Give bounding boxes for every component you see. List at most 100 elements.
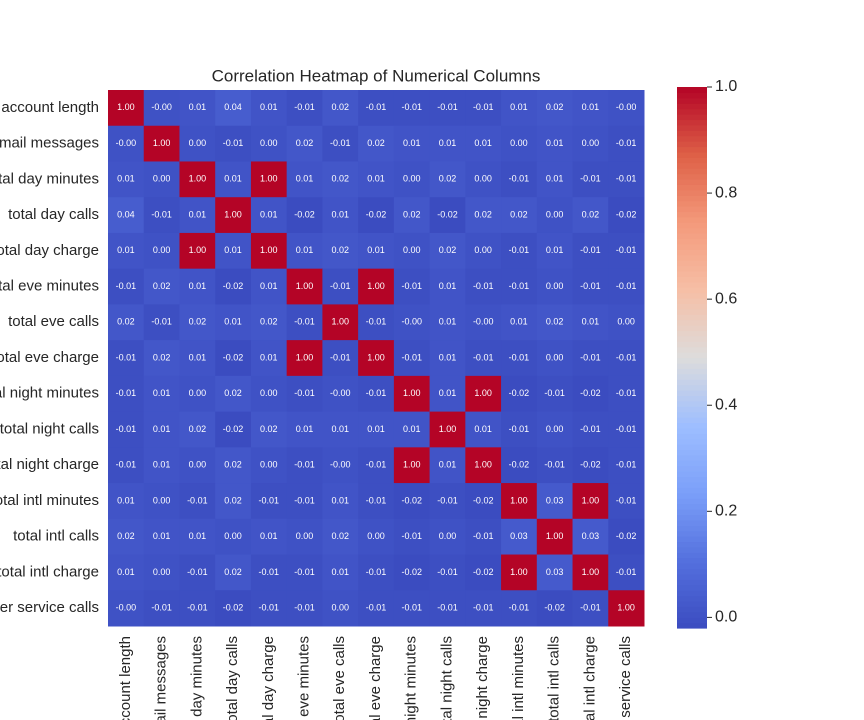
colorbar-segment <box>677 492 707 499</box>
heatmap-cell <box>393 90 431 127</box>
colorbar-segment <box>677 157 707 164</box>
heatmap-cell <box>536 554 574 591</box>
heatmap-cell <box>536 447 574 484</box>
colorbar-segment <box>677 238 707 245</box>
cell-label: -0.01 <box>616 138 637 148</box>
cell-label: 1.00 <box>474 388 492 398</box>
cell-label: -0.01 <box>437 567 458 577</box>
cell-label: 0.02 <box>296 138 314 148</box>
colorbar-segment <box>677 297 707 304</box>
colorbar-segment <box>677 557 707 564</box>
cell-label: -0.01 <box>151 603 172 613</box>
cell-label: 1.00 <box>582 567 600 577</box>
cell-label: 0.00 <box>332 603 350 613</box>
cell-label: 0.01 <box>439 460 457 470</box>
heatmap-cell <box>322 483 359 520</box>
heatmap-cell <box>572 447 609 484</box>
chart-title: Correlation Heatmap of Numerical Columns <box>212 66 541 85</box>
cell-label: -0.01 <box>116 352 137 362</box>
heatmap-cell <box>465 161 502 198</box>
colorbar-segment <box>677 141 707 148</box>
heatmap-cell <box>250 375 288 413</box>
heatmap-cell <box>572 518 609 556</box>
heatmap-cell <box>143 232 180 270</box>
colorbar-segment <box>677 595 707 602</box>
x-tick-label: total night calls <box>438 636 455 720</box>
cell-label: 1.00 <box>439 424 457 434</box>
heatmap-cell <box>358 161 395 198</box>
heatmap-cell <box>465 375 502 413</box>
colorbar-segment <box>677 519 707 526</box>
cell-label: 0.01 <box>439 352 457 362</box>
cell-label: -0.01 <box>151 209 172 219</box>
heatmap-cell <box>572 197 609 234</box>
cell-label: 0.00 <box>403 245 421 255</box>
heatmap-cell <box>322 90 359 127</box>
heatmap-cell <box>501 554 538 591</box>
heatmap-cell <box>501 447 538 484</box>
cell-label: -0.01 <box>330 352 351 362</box>
heatmap-cell <box>286 197 323 234</box>
heatmap-cell <box>465 554 502 591</box>
heatmap-cell <box>108 304 145 341</box>
cell-label: -0.02 <box>223 603 244 613</box>
heatmap-cell <box>358 483 395 520</box>
cell-label: 0.02 <box>510 209 528 219</box>
cell-label: -0.01 <box>401 603 422 613</box>
cell-label: 0.00 <box>189 460 207 470</box>
heatmap-cell <box>393 590 431 627</box>
heatmap-cell <box>608 268 645 305</box>
cell-label: -0.01 <box>544 460 565 470</box>
cell-label: -0.01 <box>259 567 280 577</box>
colorbar-segment <box>677 319 707 326</box>
cell-label: -0.01 <box>187 567 208 577</box>
heatmap-cell <box>143 554 180 591</box>
heatmap-cell <box>286 90 323 127</box>
cell-label: 0.01 <box>439 317 457 327</box>
heatmap-cell <box>143 304 180 341</box>
heatmap-cell <box>608 90 645 127</box>
cell-label: -0.02 <box>616 209 637 219</box>
heatmap-cell <box>215 161 252 198</box>
colorbar-segment <box>677 379 707 386</box>
cell-label: 1.00 <box>510 495 528 505</box>
heatmap-cell <box>429 411 466 448</box>
colorbar-segment <box>677 449 707 456</box>
x-tick-label: total eve charge <box>367 636 384 720</box>
cell-label: 0.02 <box>117 317 135 327</box>
cell-label: -0.01 <box>616 245 637 255</box>
heatmap-cell <box>250 518 288 556</box>
heatmap-cell <box>608 518 645 556</box>
cell-label: 0.02 <box>332 102 350 112</box>
heatmap-cell <box>358 232 395 270</box>
colorbar-segment <box>677 514 707 521</box>
colorbar-segment <box>677 265 707 272</box>
heatmap-cell <box>286 411 323 448</box>
cell-label: 0.00 <box>153 174 171 184</box>
heatmap-cell <box>143 161 180 198</box>
cell-label: 0.02 <box>332 245 350 255</box>
heatmap-cell <box>179 375 216 413</box>
heatmap-cell <box>108 268 145 305</box>
heatmap-cell <box>215 590 252 627</box>
colorbar-segment <box>677 341 707 348</box>
cell-label: 0.01 <box>224 174 242 184</box>
cell-label: -0.01 <box>509 352 530 362</box>
cell-label: -0.00 <box>616 102 637 112</box>
heatmap-cell <box>215 304 252 341</box>
colorbar-segment <box>677 568 707 575</box>
cell-label: -0.01 <box>187 495 208 505</box>
y-tick-label: total day charge <box>0 242 99 259</box>
cell-label: 0.00 <box>189 138 207 148</box>
cell-label: 0.00 <box>296 531 314 541</box>
heatmap-cell <box>108 518 145 556</box>
heatmap-cell <box>215 268 252 305</box>
cell-label: 0.00 <box>474 174 492 184</box>
cell-label: 0.01 <box>332 209 350 219</box>
cell-label: -0.01 <box>509 174 530 184</box>
heatmap-cell <box>608 304 645 341</box>
heatmap-cell <box>608 197 645 234</box>
cell-label: 0.01 <box>153 531 171 541</box>
heatmap-cell <box>286 268 323 305</box>
heatmap-cell <box>143 90 180 127</box>
